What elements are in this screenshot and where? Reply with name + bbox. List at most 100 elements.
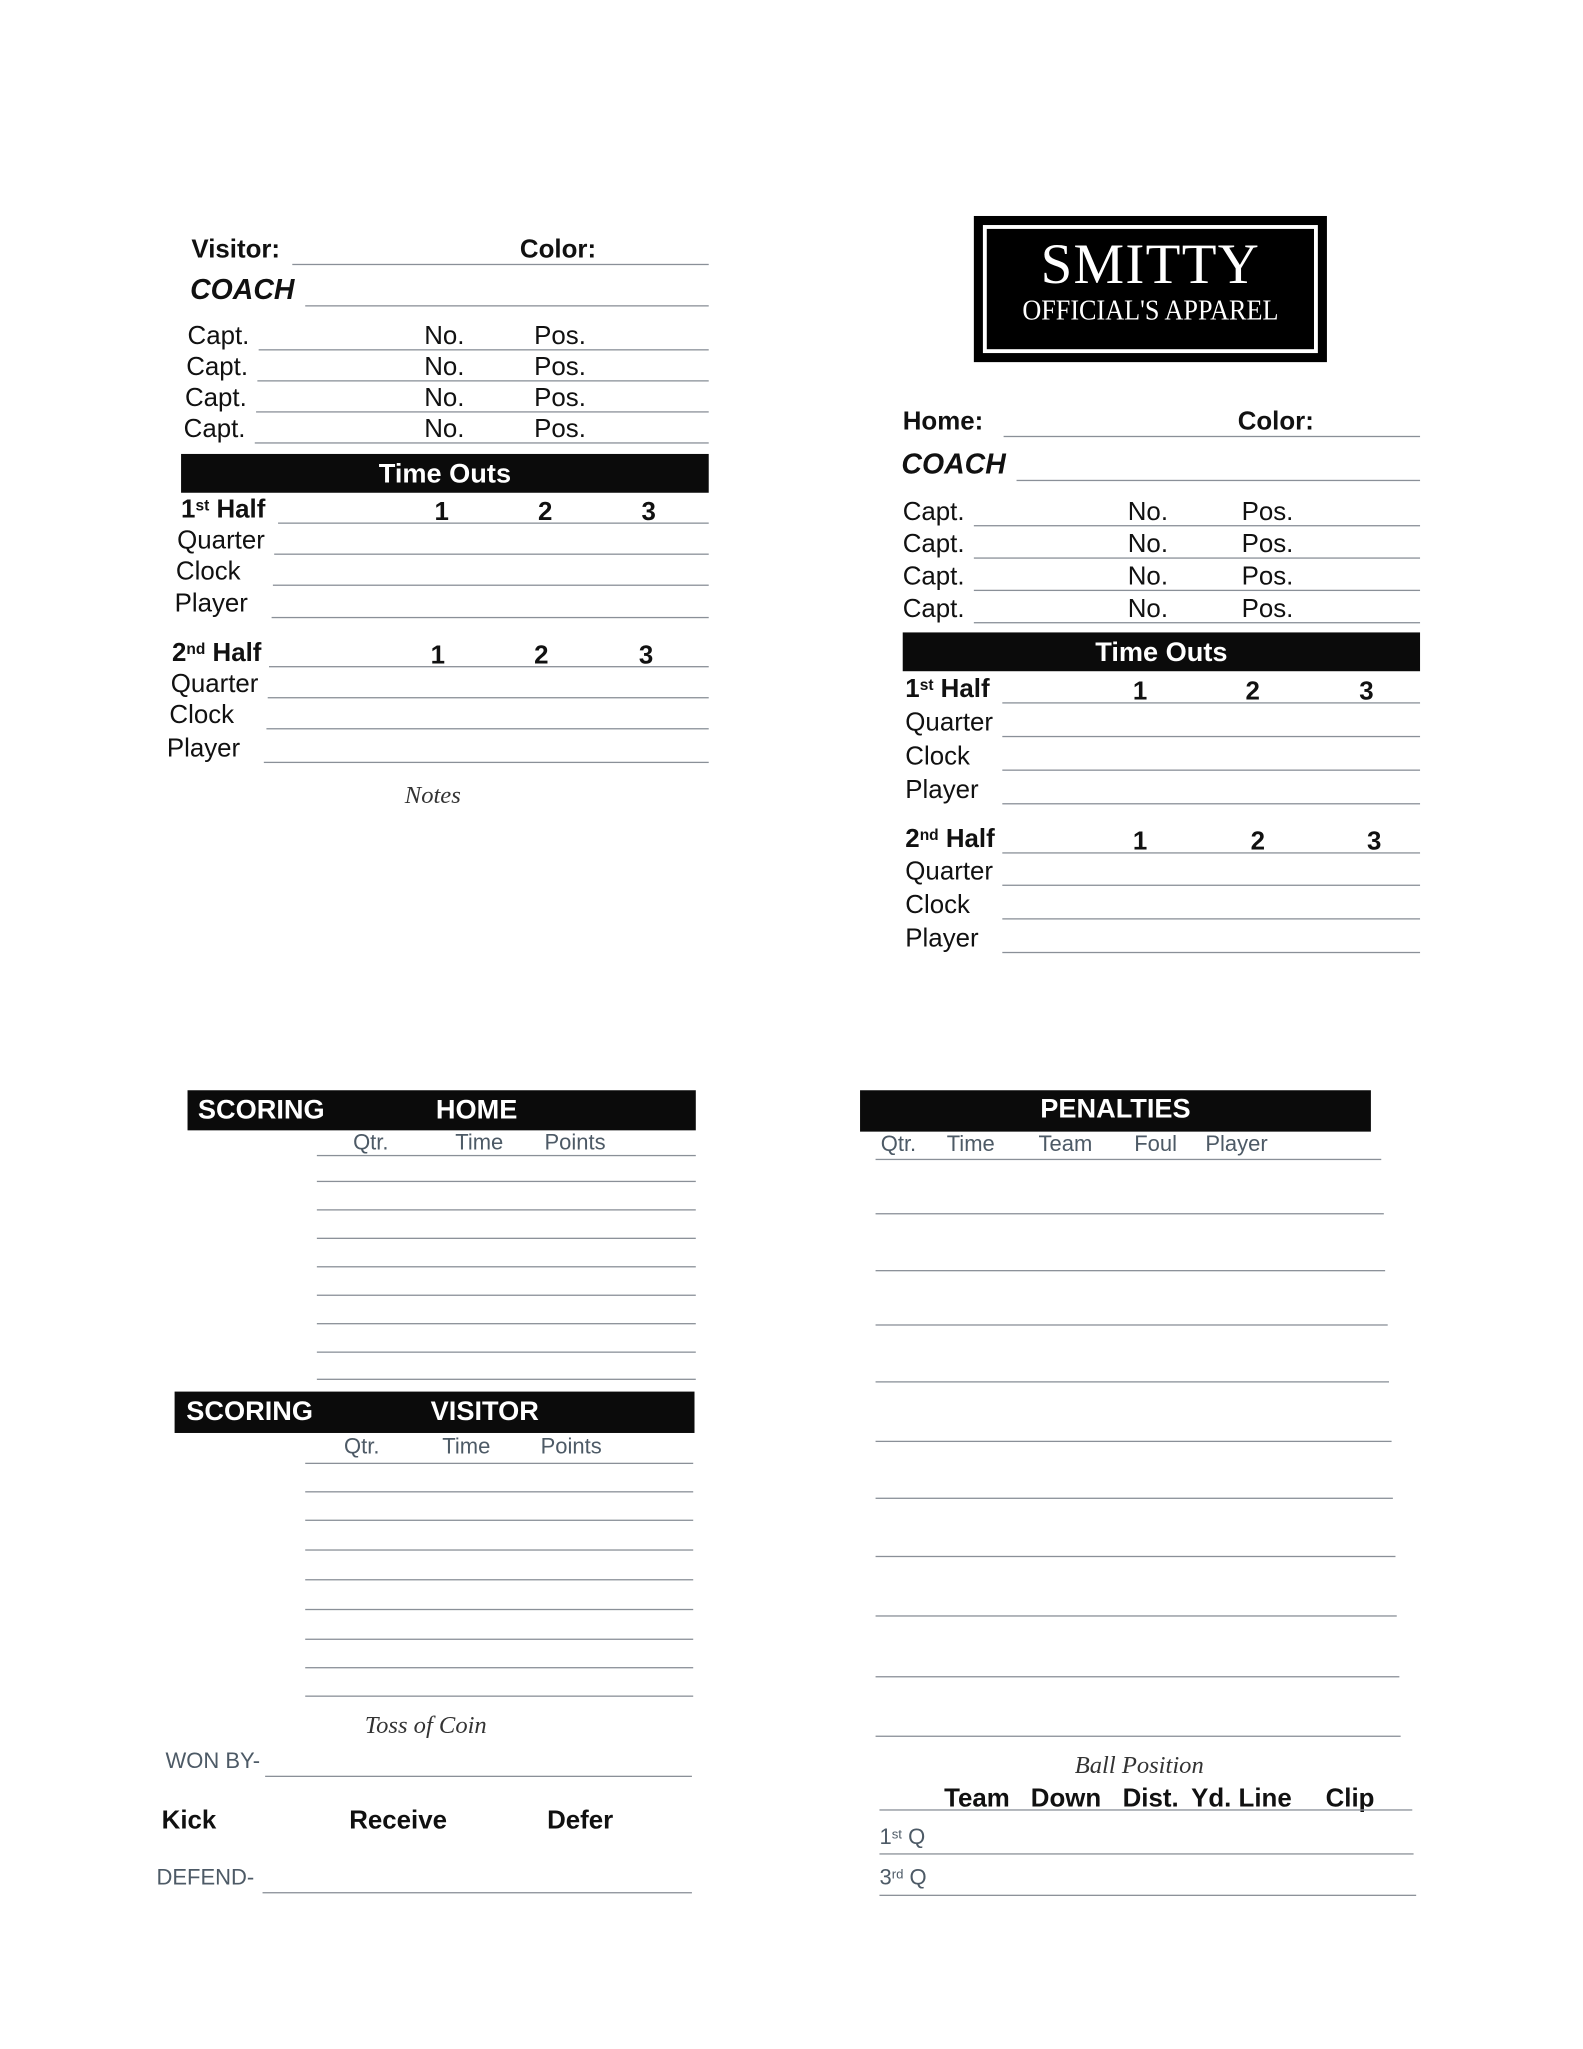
ball-position-column: Dist.: [1122, 1784, 1179, 1814]
penalty-column-header: Time: [946, 1131, 995, 1157]
timeout-number: 2: [1250, 827, 1266, 857]
write-in-line[interactable]: [1002, 852, 1421, 854]
coach-line[interactable]: [305, 305, 709, 307]
timeout-number: 3: [1367, 827, 1382, 857]
scoring-home-line[interactable]: [316, 1209, 696, 1211]
write-in-line[interactable]: [1002, 803, 1421, 805]
position-label: Pos.: [534, 322, 586, 351]
team-name-line[interactable]: [292, 263, 709, 266]
scoring-home-line[interactable]: [316, 1351, 696, 1353]
number-label: No.: [424, 322, 465, 351]
timeout-row-label: Quarter: [170, 669, 259, 699]
scoring-home-line[interactable]: [316, 1378, 696, 1380]
quarter-row-label: 1st Q: [879, 1826, 925, 1848]
captain-line[interactable]: [257, 380, 709, 382]
write-in-line[interactable]: [266, 728, 709, 730]
ball-position-header-line[interactable]: [879, 1809, 1413, 1811]
ball-position-line[interactable]: [879, 1853, 1414, 1855]
penalty-line[interactable]: [875, 1676, 1399, 1678]
position-label: Pos.: [534, 353, 586, 382]
timeout-row-label: Player: [174, 589, 248, 619]
scoring-visitor-line[interactable]: [305, 1462, 694, 1465]
write-in-line[interactable]: [272, 584, 709, 586]
quarter-row-label-num: 1: [879, 1824, 892, 1850]
coach-line[interactable]: [1016, 479, 1421, 482]
write-in-line[interactable]: [1002, 884, 1421, 886]
captain-label: Capt.: [187, 322, 250, 351]
write-in-line[interactable]: [1002, 951, 1421, 954]
quarter-row-label-label: Q: [903, 1864, 927, 1890]
write-in-line[interactable]: [1002, 918, 1421, 920]
captain-line[interactable]: [258, 349, 709, 351]
write-in-line[interactable]: [1002, 769, 1421, 771]
timeout-number: 3: [1359, 677, 1374, 707]
scoring-home-line[interactable]: [316, 1237, 696, 1239]
write-in-line[interactable]: [271, 616, 709, 619]
captain-label: Capt.: [902, 530, 965, 559]
scoring-home-line[interactable]: [316, 1180, 696, 1183]
scoring-visitor-line[interactable]: [305, 1667, 694, 1669]
penalty-line[interactable]: [875, 1213, 1384, 1215]
won-by-line[interactable]: [265, 1775, 692, 1777]
penalty-line[interactable]: [875, 1615, 1397, 1617]
quarter-row-label: 3rd Q: [879, 1866, 926, 1888]
write-in-line[interactable]: [1002, 735, 1421, 738]
penalty-column-header: Foul: [1134, 1131, 1178, 1157]
penalty-line[interactable]: [875, 1440, 1391, 1443]
scoring-visitor-line[interactable]: [305, 1549, 694, 1551]
penalty-line[interactable]: [875, 1497, 1393, 1499]
scoring-home-line[interactable]: [316, 1266, 696, 1268]
captain-line[interactable]: [256, 411, 709, 413]
write-in-line[interactable]: [278, 522, 709, 524]
penalties-bar: [860, 1090, 1371, 1132]
team-name-line[interactable]: [1003, 435, 1421, 438]
scoring-home-line[interactable]: [316, 1154, 696, 1157]
scoring-visitor-line[interactable]: [305, 1638, 694, 1640]
captain-line[interactable]: [973, 622, 1421, 624]
penalty-line[interactable]: [875, 1735, 1401, 1737]
toss-option: Receive: [349, 1806, 447, 1836]
scoring-visitor-line[interactable]: [305, 1695, 694, 1697]
write-in-line[interactable]: [269, 666, 709, 668]
ball-position-line[interactable]: [879, 1894, 1417, 1896]
captain-line[interactable]: [973, 557, 1421, 559]
coach-label: COACH: [190, 272, 295, 306]
scoring-home-line[interactable]: [316, 1294, 696, 1296]
penalty-line[interactable]: [875, 1158, 1382, 1161]
color-label: Color:: [519, 235, 597, 264]
scoring-visitor-line[interactable]: [305, 1519, 694, 1521]
captain-line[interactable]: [973, 525, 1421, 527]
scoring-visitor-line[interactable]: [305, 1491, 694, 1493]
timeout-number: 1: [434, 497, 449, 527]
write-in-line[interactable]: [263, 761, 709, 764]
timeout-row-label: Clock: [905, 742, 970, 771]
quarter-row-label-num: 3: [879, 1864, 892, 1890]
scoring-column-header: Time: [455, 1130, 504, 1155]
penalty-line[interactable]: [875, 1324, 1388, 1326]
half-label-suffix: nd: [186, 639, 206, 658]
captain-line[interactable]: [973, 589, 1421, 592]
notes-label: Notes: [404, 782, 461, 810]
write-in-line[interactable]: [274, 553, 709, 555]
timeout-number: 2: [538, 497, 553, 527]
penalty-line[interactable]: [875, 1381, 1390, 1383]
scoring-visitor-line[interactable]: [305, 1608, 694, 1611]
captain-line[interactable]: [254, 442, 709, 444]
write-in-line[interactable]: [1002, 702, 1421, 704]
half-label-label: Half: [938, 825, 995, 854]
write-in-line[interactable]: [267, 697, 709, 699]
penalty-line[interactable]: [875, 1270, 1386, 1272]
position-label: Pos.: [1241, 530, 1294, 559]
timeout-row-label: Clock: [169, 700, 235, 730]
penalty-line[interactable]: [875, 1555, 1395, 1558]
scoring-home-line[interactable]: [316, 1323, 696, 1325]
timeout-row-label: Player: [905, 924, 979, 954]
half-label-suffix: st: [195, 496, 210, 515]
defend-label: DEFEND-: [156, 1864, 255, 1890]
defend-line[interactable]: [262, 1892, 692, 1894]
scoring-visitor-line[interactable]: [305, 1579, 694, 1581]
scoring-team: VISITOR: [430, 1396, 539, 1427]
captain-label: Capt.: [183, 415, 246, 444]
scoring-title: SCORING: [186, 1396, 313, 1427]
timeout-row-label: Clock: [905, 891, 970, 920]
